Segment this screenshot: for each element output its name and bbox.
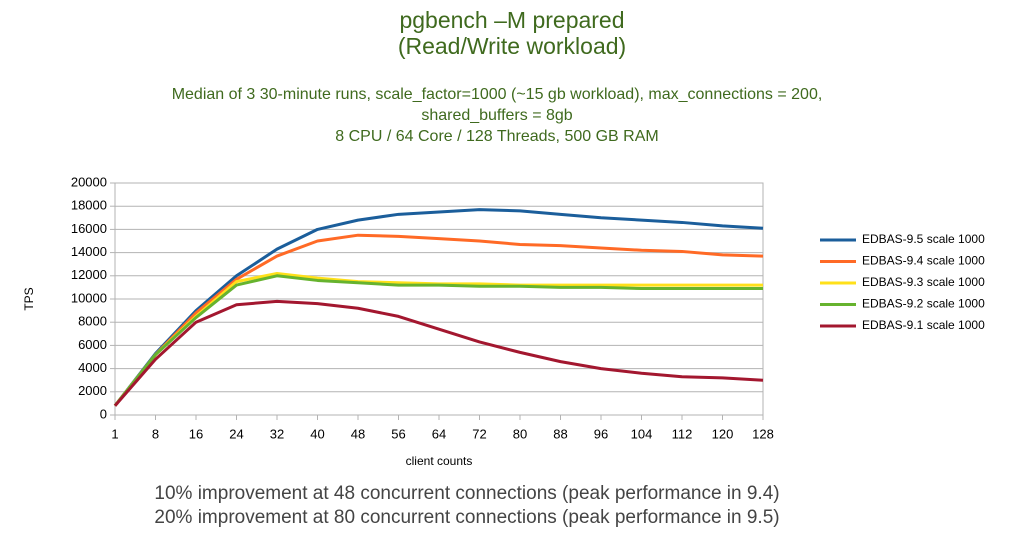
series-line <box>113 274 763 407</box>
x-tick-label: 88 <box>553 426 567 441</box>
chart-title: (Read/Write workload) <box>398 33 626 59</box>
annotation: 20% improvement at 80 concurrent connect… <box>154 507 779 528</box>
x-tick-label: 128 <box>752 426 774 441</box>
y-tick-label: 20000 <box>71 174 107 189</box>
y-tick-label: 18000 <box>71 198 107 213</box>
annotation: 10% improvement at 48 concurrent connect… <box>154 483 779 504</box>
y-tick-label: 12000 <box>71 267 107 282</box>
chart-title: pgbench –M prepared <box>399 7 624 33</box>
y-tick-label: 8000 <box>78 314 107 329</box>
y-tick-label: 0 <box>100 406 107 421</box>
legend-label: EDBAS-9.4 scale 1000 <box>862 254 985 268</box>
x-tick-label: 48 <box>351 426 365 441</box>
x-tick-label: 24 <box>229 426 243 441</box>
series-line <box>113 271 763 407</box>
legend-label: EDBAS-9.5 scale 1000 <box>862 232 985 246</box>
x-tick-label: 104 <box>631 426 653 441</box>
x-tick-label: 96 <box>594 426 608 441</box>
y-tick-label: 14000 <box>71 244 107 259</box>
y-tick-label: 2000 <box>78 383 107 398</box>
series-line <box>113 208 764 407</box>
y-tick-label: 16000 <box>71 221 107 236</box>
x-tick-label: 1 <box>111 426 118 441</box>
x-axis-label: client counts <box>406 454 473 468</box>
legend-label: EDBAS-9.1 scale 1000 <box>862 318 985 332</box>
x-tick-label: 64 <box>432 426 446 441</box>
x-tick-label: 112 <box>672 426 693 441</box>
y-tick-label: 4000 <box>78 360 107 375</box>
x-tick-label: 80 <box>513 426 527 441</box>
y-tick-label: 10000 <box>71 290 107 305</box>
x-tick-label: 120 <box>712 426 734 441</box>
subtitle: shared_buffers = 8gb <box>421 107 572 124</box>
subtitle: Median of 3 30-minute runs, scale_factor… <box>172 86 823 103</box>
x-tick-label: 56 <box>391 426 405 441</box>
x-tick-label: 72 <box>472 426 486 441</box>
series-line <box>113 299 764 407</box>
x-tick-label: 32 <box>270 426 284 441</box>
series-line <box>113 233 764 407</box>
subtitle: 8 CPU / 64 Core / 128 Threads, 500 GB RA… <box>335 128 658 145</box>
x-tick-label: 16 <box>189 426 203 441</box>
y-tick-label: 6000 <box>78 337 107 352</box>
legend-label: EDBAS-9.2 scale 1000 <box>862 297 985 311</box>
x-tick-label: 8 <box>152 426 159 441</box>
x-tick-label: 40 <box>310 426 324 441</box>
y-axis-label: TPS <box>22 287 36 310</box>
legend-label: EDBAS-9.3 scale 1000 <box>862 275 985 289</box>
